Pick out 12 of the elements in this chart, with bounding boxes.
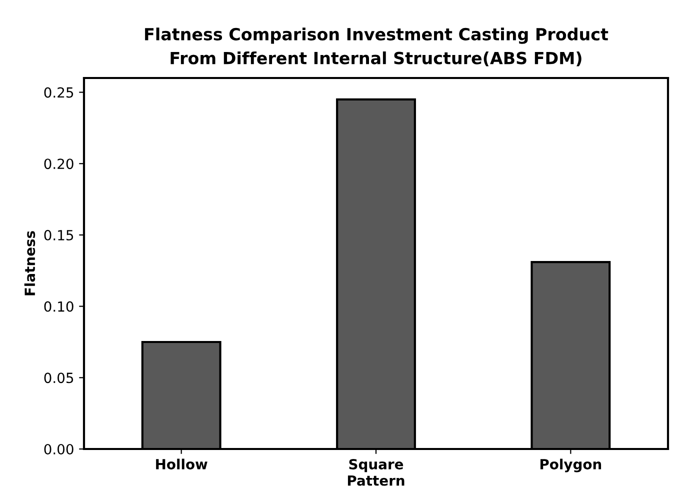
x-axis-title: Pattern [348, 475, 404, 486]
chart-title: Flatness Comparison Investment Casting Product From Different Internal Structure(ABS FDM) [145, 28, 608, 66]
y-tick-label: 0.25 [44, 87, 74, 98]
x-tick-label: Polygon [540, 458, 602, 472]
x-tick-label: Hollow [156, 458, 208, 470]
y-tick-label: 0.15 [44, 230, 74, 240]
y-tick-label: 0.05 [44, 372, 74, 384]
y-axis-title: Flatness [24, 231, 36, 296]
x-tick-label: Square [349, 458, 404, 472]
y-tick-label: 0.00 [44, 444, 74, 454]
y-tick-label: 0.10 [44, 301, 74, 312]
y-tick-label: 0.20 [44, 158, 74, 170]
